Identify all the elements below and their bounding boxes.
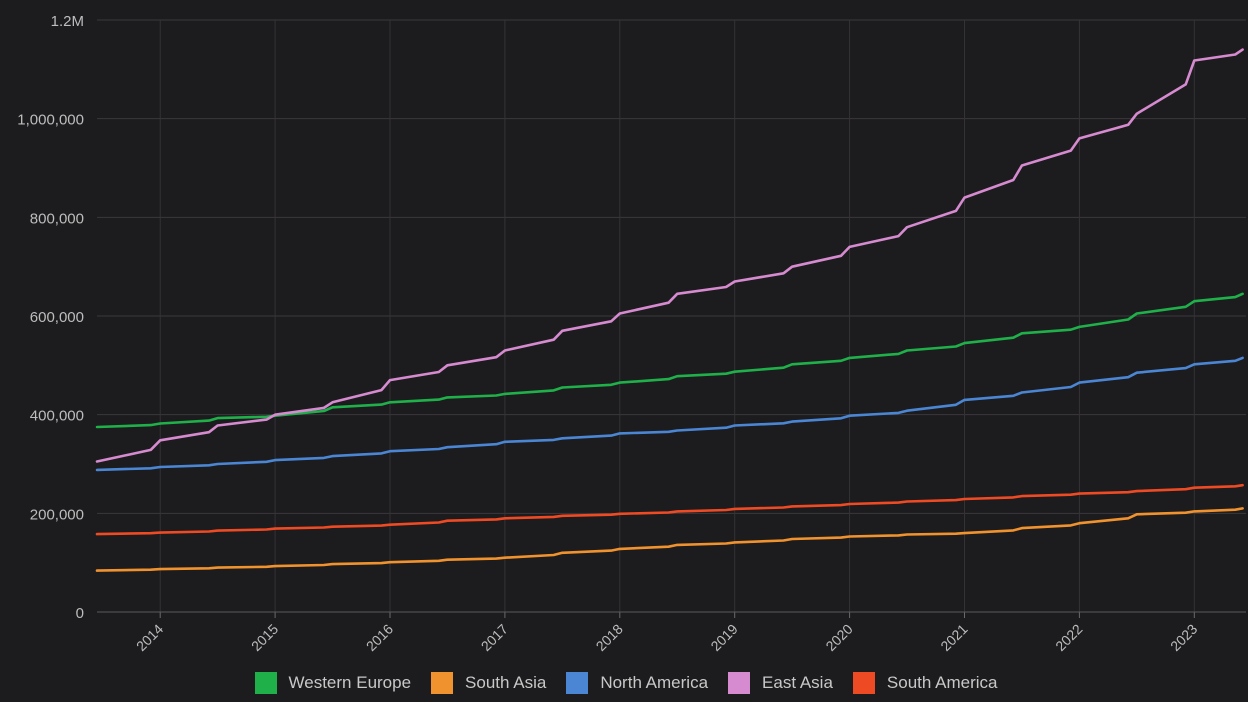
y-tick-label: 1.2M: [51, 13, 84, 30]
legend-label: East Asia: [762, 673, 833, 692]
legend-swatch: [728, 672, 751, 694]
y-tick-label: 200,000: [30, 506, 84, 523]
y-tick-label: 600,000: [30, 309, 84, 326]
legend-swatch: [431, 672, 454, 694]
x-tick-label: 2019: [707, 621, 740, 654]
legend-swatch: [566, 672, 589, 694]
series-line-south-america: [95, 483, 1244, 536]
series-line-north-america: [95, 356, 1244, 472]
x-tick-label: 2022: [1052, 621, 1085, 654]
x-tick-label: 2014: [133, 621, 166, 654]
x-tick-label: 2021: [937, 621, 970, 654]
y-tick-label: 1,000,000: [17, 112, 84, 129]
x-tick-label: 2015: [248, 621, 281, 654]
x-tick-label: 2016: [363, 621, 396, 654]
y-tick-label: 800,000: [30, 210, 84, 227]
legend-item-east-asia[interactable]: East Asia: [724, 672, 833, 694]
x-tick-label: 2018: [593, 621, 626, 654]
y-axis: 0 200,000 400,000 600,000 800,000 1,000,000 1.…: [17, 13, 84, 622]
legend-item-south-asia[interactable]: South Asia: [427, 672, 546, 694]
series-layer: [95, 48, 1244, 572]
series-line-east-asia: [95, 48, 1244, 463]
x-axis: 2014 2015 2016 2017 2018 2019 2020 2021 2022 2023: [97, 611, 1246, 654]
legend-item-south-america[interactable]: South America: [849, 672, 998, 694]
x-tick-label: 2017: [478, 621, 511, 654]
series-line-south-asia: [95, 507, 1244, 572]
y-tick-label: 0: [76, 605, 84, 622]
legend: Western Europe South Asia North America Eas…: [0, 668, 1248, 698]
y-tick-label: 400,000: [30, 408, 84, 425]
legend-label: South Asia: [465, 673, 547, 692]
legend-item-north-america[interactable]: North America: [562, 672, 708, 694]
legend-label: Western Europe: [288, 673, 412, 692]
legend-swatch: [852, 672, 875, 694]
gridlines: [97, 19, 1246, 613]
legend-label: South America: [886, 673, 998, 692]
legend-label: North America: [600, 673, 709, 692]
legend-item-western-europe[interactable]: Western Europe: [251, 672, 412, 694]
x-tick-label: 2023: [1167, 621, 1200, 654]
legend-swatch: [254, 672, 277, 694]
series-line-western-europe: [95, 292, 1244, 429]
x-tick-label: 2020: [822, 621, 855, 654]
